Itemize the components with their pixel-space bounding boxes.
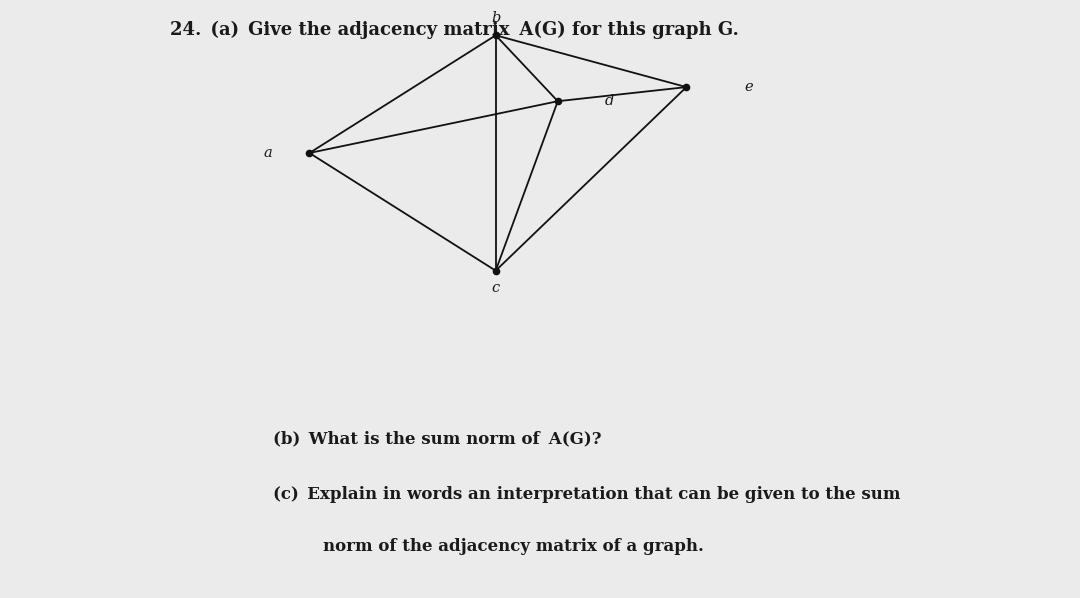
Text: a: a (264, 146, 272, 160)
Text: b: b (491, 11, 500, 25)
Text: d: d (605, 94, 615, 108)
Text: e: e (744, 80, 753, 94)
Text: (c) Explain in words an interpretation that can be given to the sum: (c) Explain in words an interpretation t… (273, 486, 901, 503)
Text: norm of the adjacency matrix of a graph.: norm of the adjacency matrix of a graph. (323, 538, 704, 555)
Text: 24. (a) Give the adjacency matrix  A(G) for this graph G.: 24. (a) Give the adjacency matrix A(G) f… (171, 20, 739, 39)
Text: (b) What is the sum norm of  A(G)?: (b) What is the sum norm of A(G)? (273, 431, 602, 447)
Text: c: c (491, 281, 500, 295)
